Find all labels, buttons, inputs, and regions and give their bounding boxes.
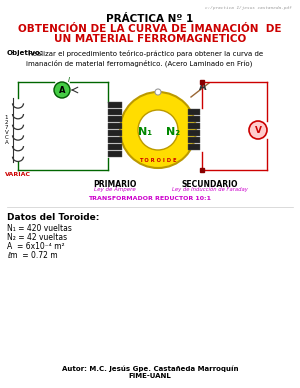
Text: VARIAC: VARIAC <box>5 172 31 177</box>
Text: OBTENCIÓN DE LA CURVA DE IMANACIÓN  DE: OBTENCIÓN DE LA CURVA DE IMANACIÓN DE <box>18 24 282 34</box>
Circle shape <box>120 92 196 168</box>
Text: A: A <box>199 82 207 92</box>
Text: PRÁCTICA Nº 1: PRÁCTICA Nº 1 <box>106 14 194 24</box>
Bar <box>108 102 122 108</box>
Text: A: A <box>59 86 65 95</box>
Text: Ley de Inducción de Faraday: Ley de Inducción de Faraday <box>172 187 248 192</box>
Bar <box>108 130 122 136</box>
Text: ℓm  = 0.72 m: ℓm = 0.72 m <box>7 251 58 260</box>
Text: PRIMARIO: PRIMARIO <box>93 180 137 189</box>
Bar <box>108 144 122 150</box>
Text: I: I <box>68 77 70 83</box>
Bar <box>108 137 122 143</box>
Text: N₂: N₂ <box>166 127 180 137</box>
Text: T O R O I D E: T O R O I D E <box>139 159 177 163</box>
Bar <box>108 123 122 129</box>
Circle shape <box>155 89 161 95</box>
Text: A  = 6x10⁻⁴ m²: A = 6x10⁻⁴ m² <box>7 242 64 251</box>
Bar <box>108 109 122 115</box>
Text: UN MATERIAL FERROMAGNETICO: UN MATERIAL FERROMAGNETICO <box>54 34 246 44</box>
Text: Datos del Toroide:: Datos del Toroide: <box>7 213 99 222</box>
Bar <box>188 144 200 150</box>
Text: Ley de Ampere: Ley de Ampere <box>94 187 136 192</box>
Bar <box>188 123 200 129</box>
Text: N₂ = 42 vueltas: N₂ = 42 vueltas <box>7 233 67 242</box>
Bar <box>188 116 200 122</box>
Text: FIME-UANL: FIME-UANL <box>129 373 171 379</box>
Text: TRANSFORMADOR REDUCTOR 10:1: TRANSFORMADOR REDUCTOR 10:1 <box>88 196 212 201</box>
Circle shape <box>249 121 267 139</box>
Text: 1
2
7
V
C
A: 1 2 7 V C A <box>4 115 8 145</box>
Text: c:/practica 1/jesus castaneda.pdf: c:/practica 1/jesus castaneda.pdf <box>206 6 292 10</box>
Bar <box>108 151 122 157</box>
Bar <box>188 130 200 136</box>
Text: Realizar el procedimiento teórico-práctico para obtener la curva de
imanación de: Realizar el procedimiento teórico-prácti… <box>26 50 263 67</box>
Bar <box>188 137 200 143</box>
Text: SECUNDARIO: SECUNDARIO <box>182 180 238 189</box>
Circle shape <box>54 82 70 98</box>
Bar <box>108 116 122 122</box>
Text: Autor: M.C. Jesús Gpe. Castañeda Marroquín: Autor: M.C. Jesús Gpe. Castañeda Marroqu… <box>62 365 238 371</box>
Text: V: V <box>254 126 262 135</box>
Circle shape <box>138 110 178 150</box>
Text: Objetivo:: Objetivo: <box>7 50 44 56</box>
Text: N₁ = 420 vueltas: N₁ = 420 vueltas <box>7 224 72 233</box>
Bar <box>188 109 200 115</box>
Text: N₁: N₁ <box>138 127 152 137</box>
